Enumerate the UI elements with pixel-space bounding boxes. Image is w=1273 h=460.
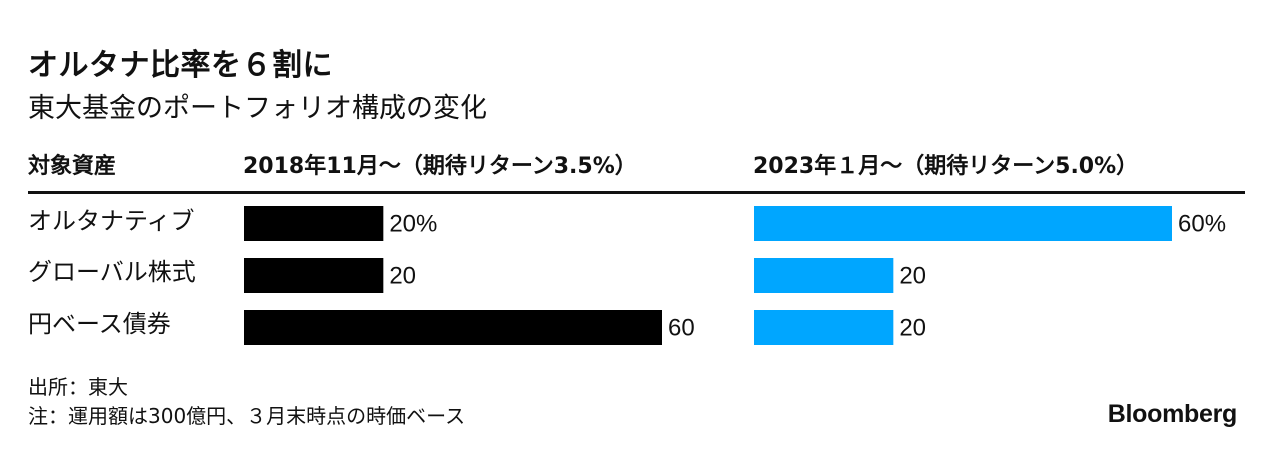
bar-2023-yen-bonds (754, 310, 894, 345)
header-divider (28, 191, 1245, 194)
source-note: 出所：東大 (28, 375, 128, 399)
chart-title: オルタナ比率を６割に (28, 48, 333, 83)
series-2023-header: 2023年１月～（期待リターン5.0%） (753, 154, 1139, 179)
category-column-header: 対象資産 (28, 154, 117, 179)
value-label-2018-alternative: 20% (389, 211, 437, 238)
value-label-2023-yen-bonds: 20 (899, 315, 926, 342)
bar-2018-yen-bonds (244, 310, 662, 345)
bar-2018-global-equity (244, 258, 384, 293)
value-label-2023-alternative: 60% (1178, 211, 1226, 238)
series-2018-header: 2018年11月～（期待リターン3.5%） (243, 154, 637, 179)
chart-subtitle: 東大基金のポートフォリオ構成の変化 (28, 93, 487, 124)
footnote: 注：運用額は300億円、３月末時点の時価ベース (28, 404, 466, 428)
value-label-2018-global-equity: 20 (389, 263, 416, 290)
bar-2023-global-equity (754, 258, 894, 293)
category-label-yen-bonds: 円ベース債券 (28, 310, 171, 338)
category-label-global-equity: グローバル株式 (28, 258, 196, 286)
bloomberg-logo: Bloomberg (1107, 400, 1238, 428)
value-label-2023-global-equity: 20 (899, 263, 926, 290)
bar-2018-alternative (244, 206, 384, 241)
value-label-2018-yen-bonds: 60 (668, 315, 695, 342)
bar-2023-alternative (754, 206, 1172, 241)
category-label-alternative: オルタナティブ (28, 207, 195, 235)
